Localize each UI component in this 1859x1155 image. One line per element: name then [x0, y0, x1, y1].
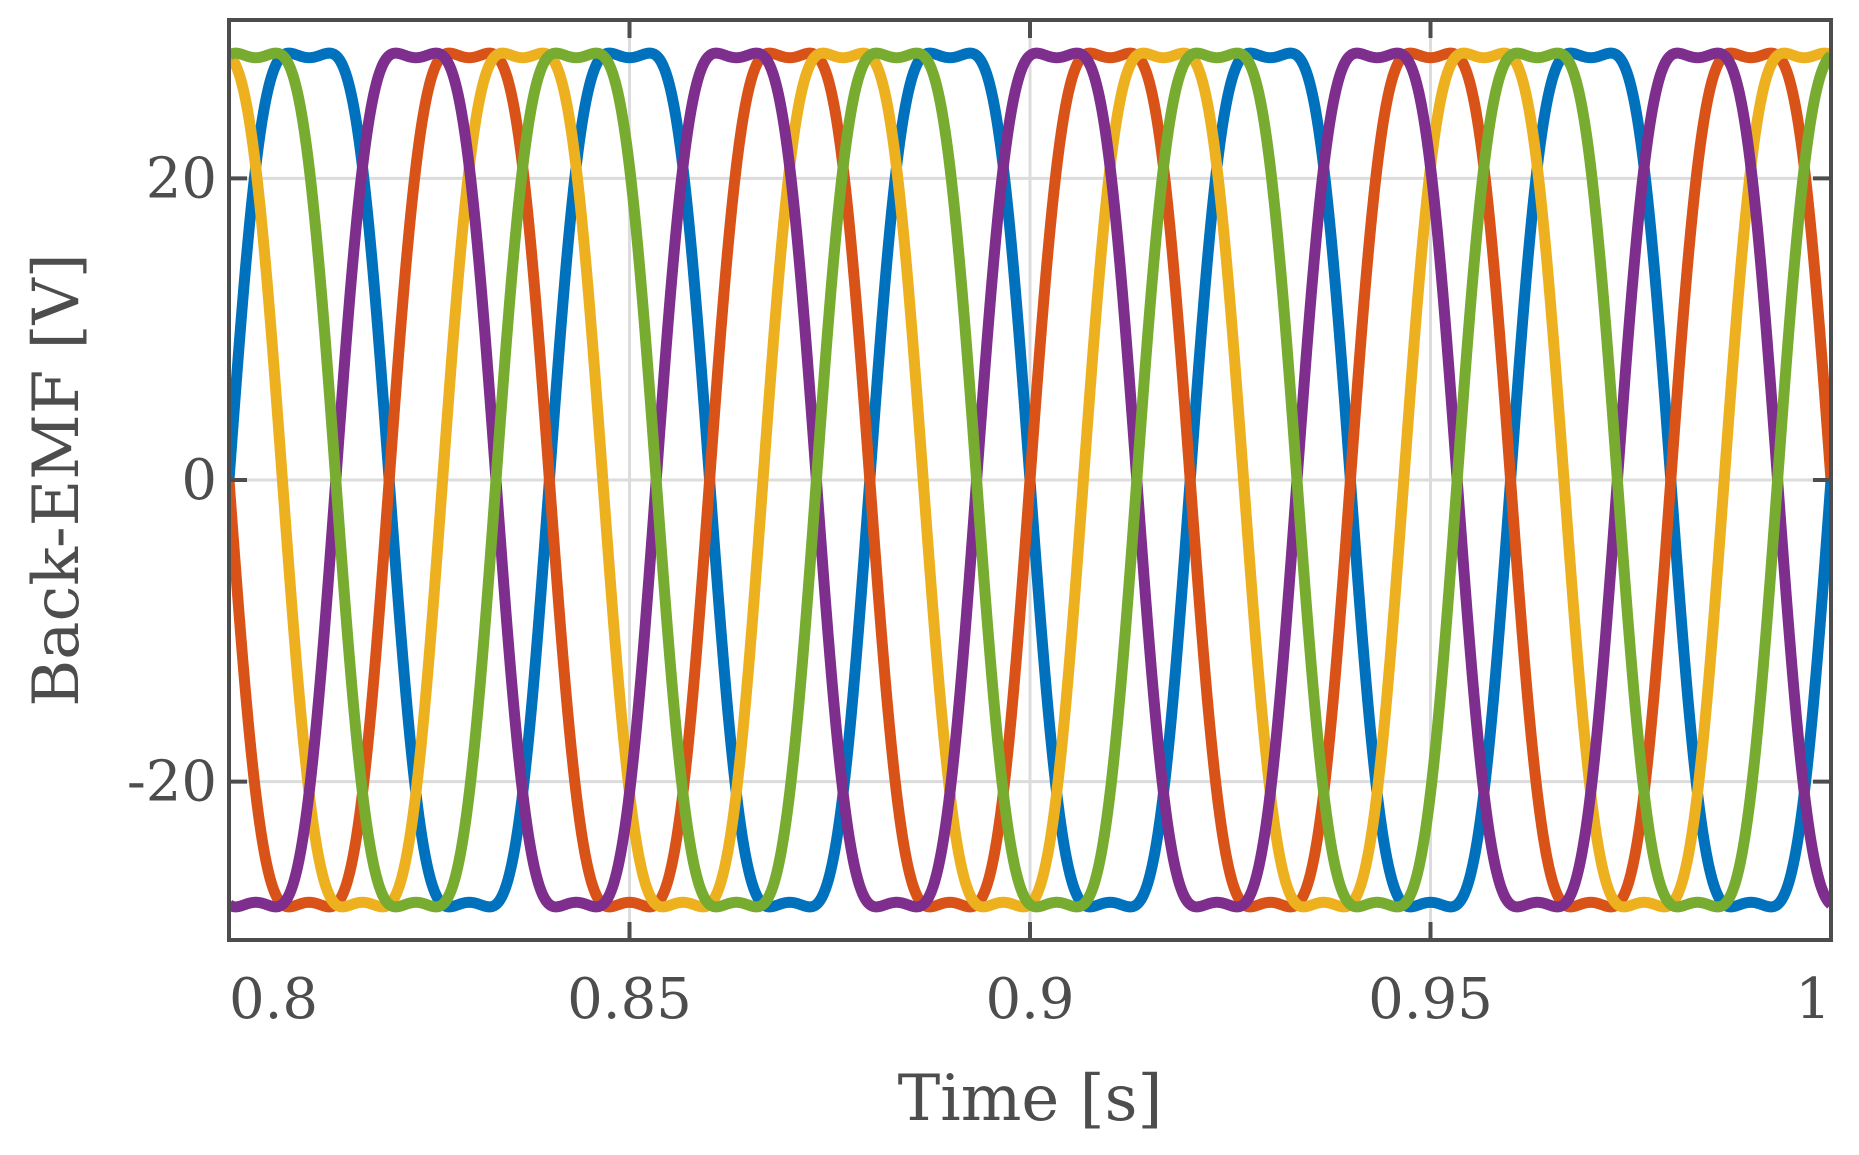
y-tick-label-0: -20 [127, 750, 217, 815]
series-line-phase-5 [229, 47, 1831, 913]
y-tick-label-1: 0 [181, 448, 217, 513]
y-axis-label: Back-EMF [V] [20, 253, 94, 706]
x-axis-label: Time [s] [898, 1062, 1163, 1136]
axes: 0.8 0.85 0.9 0.95 1 -20 0 20 [127, 18, 1833, 1032]
x-tick-label-2: 0.9 [985, 967, 1074, 1032]
series-layer [229, 47, 1831, 913]
x-tick-label-0: 0.8 [229, 967, 318, 1032]
x-tick-label-3: 0.95 [1368, 967, 1493, 1032]
y-tick-label-2: 20 [146, 146, 217, 211]
x-tick-label-4: 1 [1795, 967, 1831, 1032]
x-tick-label-1: 0.85 [567, 967, 692, 1032]
